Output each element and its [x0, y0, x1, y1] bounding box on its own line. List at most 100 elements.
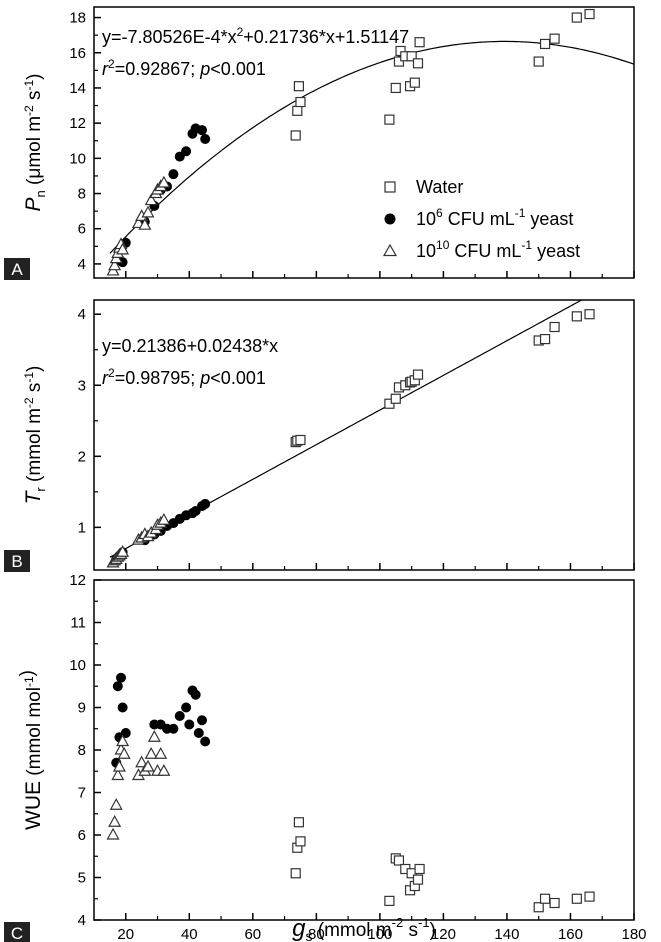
y-tick-label: 7 [78, 785, 86, 802]
x-tick-label: 20 [117, 926, 134, 942]
data-point-1e6-yeast [200, 133, 211, 144]
x-tick-label: 80 [308, 926, 325, 942]
data-point-1e10-yeast [138, 217, 152, 230]
x-tick-label: 40 [181, 926, 198, 942]
legend: Water 106 CFU mL-1 yeast 1010 CFU mL-1 yea… [382, 177, 580, 261]
data-point-water [293, 817, 304, 828]
data-point-1e6-yeast [168, 723, 179, 734]
y-tick-label: 3 [78, 377, 86, 394]
x-tick-label: 100 [367, 926, 392, 942]
data-point-water [412, 874, 424, 885]
data-point-1e6-yeast [117, 702, 128, 713]
legend-label: 106 CFU mL-1 yeast [416, 206, 573, 229]
data-point-water [393, 56, 405, 67]
y-tick-label: 10 [69, 657, 86, 674]
series-open-square [290, 8, 595, 141]
data-point-1e10-yeast [135, 755, 149, 768]
series-filled-circle [112, 123, 211, 268]
data-point-water [384, 895, 395, 906]
y-tick-label: 12 [69, 572, 86, 589]
legend-marker-square [384, 181, 396, 193]
y-tick-label: 6 [78, 221, 86, 238]
data-point-1e10-yeast [144, 747, 158, 759]
x-tick-label: 180 [621, 926, 646, 942]
data-point-1e6-yeast [174, 711, 185, 721]
data-point-water [571, 12, 582, 23]
x-tick-label: 140 [494, 926, 519, 942]
y-tick-label: 8 [78, 186, 86, 203]
data-point-1e6-yeast [200, 498, 211, 509]
data-point-1e10-yeast [117, 747, 131, 759]
y-axis-title: Tr (mmol m-2 s-1) [22, 366, 48, 505]
data-point-water [584, 8, 595, 20]
data-point-water [393, 855, 405, 866]
data-point-water [295, 96, 306, 108]
series-open-triangle [106, 175, 171, 276]
data-point-water [533, 56, 544, 67]
legend-label: Water [416, 177, 463, 197]
data-point-1e10-yeast [157, 764, 171, 776]
y-tick-label: 4 [78, 256, 86, 273]
data-point-1e6-yeast [112, 681, 123, 692]
y-tick-label: 4 [78, 912, 86, 929]
data-point-1e10-yeast [106, 827, 120, 840]
data-point-1e10-yeast [112, 759, 126, 772]
y-tick-label: 1 [78, 519, 86, 536]
y-tick-label: 10 [69, 150, 86, 167]
series-open-triangle [106, 730, 171, 840]
data-point-1e6-yeast [184, 719, 195, 730]
data-point-1e10-yeast [141, 759, 155, 772]
data-point-water [571, 893, 582, 904]
plot-frame [93, 299, 635, 571]
series-open-square [290, 817, 595, 913]
data-point-1e6-yeast [197, 715, 207, 726]
data-point-water [549, 321, 560, 333]
y-tick-label: 2 [78, 448, 86, 465]
data-point-water [295, 434, 306, 446]
data-point-1e10-yeast [144, 193, 158, 206]
x-tick-label: 160 [558, 926, 583, 942]
y-tick-label: 4 [78, 306, 86, 323]
fit-r-squared: r2=0.98795; p<0.001 [102, 366, 266, 388]
data-point-water [584, 891, 595, 902]
panel-letter-bg [4, 258, 30, 280]
y-tick-label: 16 [69, 45, 86, 62]
data-point-1e6-yeast [116, 672, 126, 683]
y-tick-label: 11 [70, 615, 86, 632]
data-point-1e6-yeast [197, 125, 207, 136]
panel-letter: B [11, 552, 22, 571]
data-point-water [384, 114, 395, 125]
data-point-water [295, 836, 306, 847]
data-point-1e10-yeast [116, 544, 130, 557]
fit-equation: y=0.21386+0.02438*x [102, 336, 278, 356]
legend-marker-circle [384, 213, 396, 225]
data-point-water [406, 51, 417, 62]
panel-letter-box: B [4, 550, 30, 572]
plot-frame [93, 6, 635, 279]
x-tick-label: 120 [431, 926, 456, 942]
y-tick-label: 9 [78, 700, 86, 717]
panel-c: 4 5 6 7 8 9 10 11 12 WUE (mmol mol-1) C [4, 572, 635, 942]
data-point-water [412, 369, 424, 380]
fit-r-squared: r2=0.92867; p<0.001 [102, 57, 266, 79]
fit-equation: y=-7.80526E-4*x2+0.21736*x+1.51147 [102, 25, 409, 47]
shared-x-axis: 20 40 60 80 100 120 140 160 180 gs (mmol m-2 s-1) [117, 915, 646, 942]
data-point-water [390, 82, 401, 94]
y-tick-label: 14 [69, 80, 86, 97]
panel-a: 4 6 8 10 12 14 16 18 Pn (μmol m-2 s-1) Ay=-7.8052… [4, 6, 635, 280]
data-point-1e6-yeast [193, 728, 204, 738]
panel-letter-bg [4, 550, 30, 572]
data-point-water [293, 81, 304, 92]
data-point-1e6-yeast [181, 702, 192, 713]
panel-letter-box: A [4, 258, 30, 280]
series-open-square [290, 309, 595, 448]
data-point-1e10-yeast [154, 747, 168, 759]
data-point-water [414, 863, 425, 875]
data-point-1e10-yeast [116, 734, 130, 747]
data-point-water [549, 33, 560, 44]
data-point-water [539, 38, 551, 50]
data-point-1e10-yeast [157, 513, 171, 525]
y-tick-label: 18 [69, 10, 86, 27]
data-point-water [549, 897, 560, 909]
data-point-1e10-yeast [111, 768, 125, 781]
